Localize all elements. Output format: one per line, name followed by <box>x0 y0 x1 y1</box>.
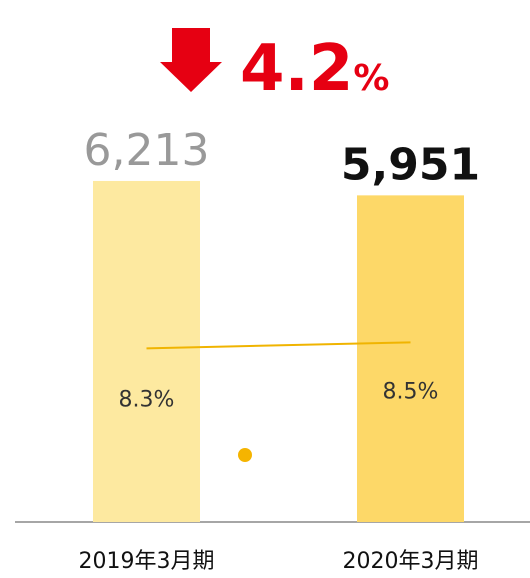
change-annotation: 4.2% <box>240 32 389 106</box>
ratio-line <box>146 341 411 350</box>
change-unit: % <box>353 58 389 99</box>
x-tick-label: 2020年3月期 <box>343 549 479 574</box>
ratio-label: 8.3% <box>119 387 175 412</box>
ratio-label: 8.5% <box>383 379 439 404</box>
x-tick-label: 2019年3月期 <box>79 549 215 574</box>
bar-value-label: 6,213 <box>84 125 210 176</box>
bar-value-label: 5,951 <box>341 139 480 190</box>
decor-dot <box>238 448 252 462</box>
change-value: 4.2 <box>240 32 353 106</box>
bar <box>357 195 464 523</box>
bar <box>93 180 200 522</box>
down-arrow <box>160 28 222 92</box>
